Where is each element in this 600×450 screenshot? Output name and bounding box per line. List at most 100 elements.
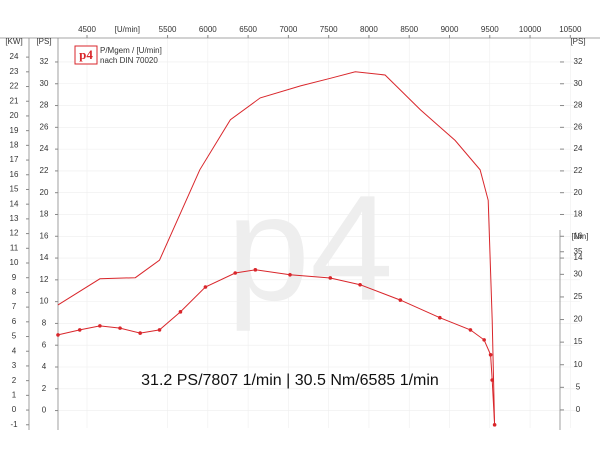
chart-title: 31.2 PS/7807 1/min | 30.5 Nm/6585 1/min xyxy=(141,372,439,389)
kw-tick-label: 17 xyxy=(10,155,19,164)
kw-tick-label: 3 xyxy=(12,361,17,370)
data-point xyxy=(178,310,183,314)
kw-tick-label: 21 xyxy=(10,96,19,105)
y2-tick-label: 30 xyxy=(574,269,583,278)
kw-tick-label: 2 xyxy=(12,376,17,385)
kw-tick-label: 5 xyxy=(12,332,17,341)
y-tick-label: 24 xyxy=(40,144,49,153)
y-tick-label: 2 xyxy=(42,384,47,393)
kw-tick-label: 18 xyxy=(10,140,19,149)
y-right-tick-label: 28 xyxy=(574,101,583,110)
x-tick-label: 5500 xyxy=(159,25,177,34)
kw-tick-label: 1 xyxy=(12,390,17,399)
x-tick-label: 6000 xyxy=(199,25,217,34)
y-tick-label: 6 xyxy=(42,340,47,349)
y2-tick-label: 10 xyxy=(574,360,583,369)
y-tick-label: 16 xyxy=(40,231,49,240)
x-tick-label: 6500 xyxy=(239,25,257,34)
y2-tick-label: 15 xyxy=(574,337,583,346)
kw-tick-label: 12 xyxy=(10,229,19,238)
y-tick-label: 8 xyxy=(42,319,47,328)
x-axis-label: [U/min] xyxy=(115,25,140,34)
legend-line: nach DIN 70020 xyxy=(100,56,158,65)
data-point xyxy=(77,328,82,332)
data-point xyxy=(138,331,142,335)
y-tick-label: 26 xyxy=(40,122,49,131)
data-point xyxy=(233,271,238,275)
x-tick-label: 7000 xyxy=(279,25,297,34)
kw-tick-label: -1 xyxy=(10,420,18,429)
kw-tick-label: 7 xyxy=(12,302,17,311)
data-point xyxy=(288,273,292,277)
y-right-tick-label: 20 xyxy=(574,188,583,197)
logo: p4 xyxy=(79,47,93,62)
y2-tick-label: 20 xyxy=(574,315,583,324)
y-right-tick-label: 24 xyxy=(574,144,583,153)
x-tick-label: 10000 xyxy=(519,25,542,34)
kw-tick-label: 4 xyxy=(12,346,17,355)
x-tick-label: 7500 xyxy=(320,25,338,34)
x-tick-label: 8500 xyxy=(400,25,418,34)
y-tick-label: 32 xyxy=(40,57,49,66)
x-tick-label: 10500 xyxy=(559,25,582,34)
kw-label: [KW] xyxy=(5,37,22,46)
kw-tick-label: 10 xyxy=(10,258,19,267)
data-point xyxy=(468,328,473,332)
kw-tick-label: 16 xyxy=(10,170,19,179)
x-tick-label: 9000 xyxy=(441,25,459,34)
kw-tick-label: 6 xyxy=(12,317,17,326)
y2-tick-label: 25 xyxy=(574,292,583,301)
kw-tick-label: 11 xyxy=(10,243,19,252)
kw-tick-label: 14 xyxy=(10,199,19,208)
kw-tick-label: 9 xyxy=(12,273,17,282)
kw-tick-label: 8 xyxy=(12,288,17,297)
watermark: p4 xyxy=(227,164,394,332)
kw-tick-label: 22 xyxy=(10,82,19,91)
logo-box xyxy=(74,45,98,65)
y-right-tick-label: 22 xyxy=(574,166,583,175)
y-tick-label: 20 xyxy=(40,188,49,197)
data-point xyxy=(98,324,102,328)
data-point xyxy=(490,378,494,382)
y-tick-label: 30 xyxy=(40,79,49,88)
y-right-tick-label: 26 xyxy=(574,122,583,131)
y2-tick-label: 35 xyxy=(574,247,583,256)
y2-tick-label: 0 xyxy=(576,405,581,414)
data-point xyxy=(328,276,333,280)
y-tick-label: 10 xyxy=(40,297,49,306)
data-point xyxy=(118,326,122,330)
series-line xyxy=(57,71,496,426)
legend-line: P/Mgem / [U/min] xyxy=(100,46,162,55)
y-tick-label: 18 xyxy=(40,210,49,219)
data-point xyxy=(358,282,362,287)
y-right-tick-label: 14 xyxy=(574,253,583,262)
x-tick-label: 9500 xyxy=(481,25,499,34)
y2-tick-label: 5 xyxy=(576,382,581,391)
data-point xyxy=(438,315,442,320)
y-tick-label: 0 xyxy=(42,406,47,415)
data-point xyxy=(488,352,493,357)
kw-tick-label: 19 xyxy=(10,126,19,135)
data-point xyxy=(398,298,403,302)
y-right-tick-label: 30 xyxy=(574,79,583,88)
x-tick-label: 4500 xyxy=(78,25,96,34)
series-line xyxy=(57,269,496,425)
ps-label: [PS] xyxy=(36,37,51,46)
data-point xyxy=(482,338,486,342)
kw-tick-label: 23 xyxy=(10,67,19,76)
y-right-tick-label: 32 xyxy=(574,57,583,66)
x-tick-label: 8000 xyxy=(360,25,378,34)
data-point xyxy=(492,423,497,427)
data-point xyxy=(157,328,162,332)
kw-tick-label: 24 xyxy=(10,52,19,61)
ps-right-label: [PS] xyxy=(570,37,585,46)
data-point xyxy=(56,333,60,337)
y-right-tick-label: 16 xyxy=(574,231,583,240)
data-point xyxy=(253,268,258,272)
y-tick-label: 14 xyxy=(40,253,49,262)
y-tick-label: 4 xyxy=(42,362,47,371)
y-tick-label: 12 xyxy=(40,275,49,284)
y-right-tick-label: 18 xyxy=(574,210,583,219)
